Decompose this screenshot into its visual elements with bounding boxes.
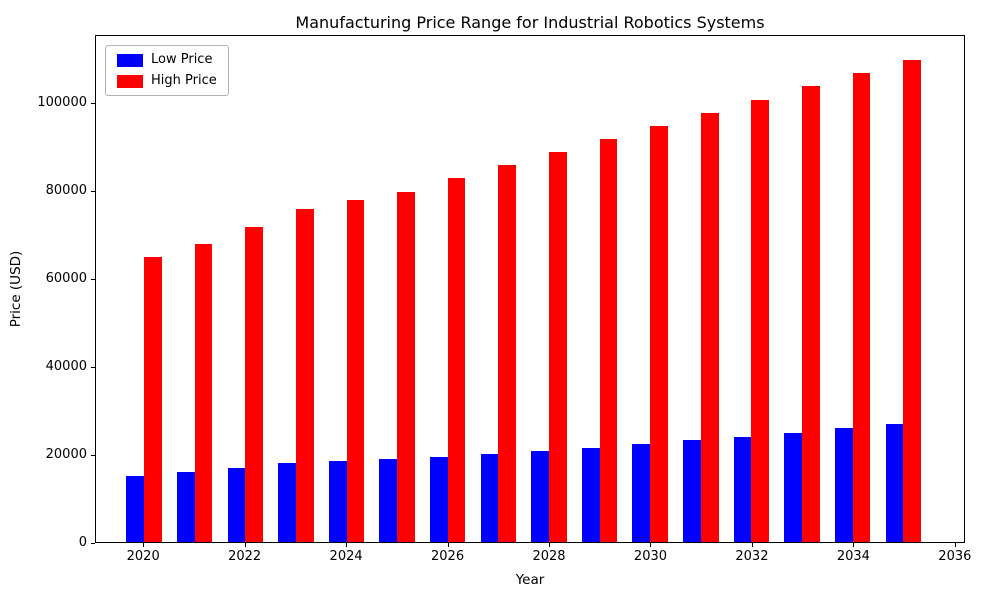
x-tick-label: 2036: [938, 549, 972, 564]
x-tick-mark: [954, 543, 956, 547]
legend-label: High Price: [151, 73, 217, 88]
x-tick-label: 2020: [126, 549, 160, 564]
bar-low-price-2027: [480, 454, 499, 542]
y-tick-mark: [91, 191, 95, 193]
bar-low-price-2028: [531, 450, 549, 542]
y-tick-label: 100000: [37, 95, 87, 111]
y-tick-mark: [91, 543, 95, 544]
bar-high-price-2030: [650, 125, 668, 542]
bar-high-price-2031: [700, 112, 719, 542]
bar-high-price-2023: [295, 209, 314, 542]
y-tick-label: 0: [78, 535, 87, 550]
bar-high-price-2021: [194, 244, 213, 542]
y-axis-label: Price (USD): [8, 250, 24, 328]
y-tick-mark: [91, 279, 95, 281]
x-tick-label: 2030: [633, 549, 668, 564]
legend-swatch-icon: [117, 53, 143, 67]
x-tick-mark: [853, 543, 855, 547]
bar-low-price-2026: [430, 456, 448, 542]
bar-low-price-2033: [784, 433, 803, 542]
bar-low-price-2023: [278, 463, 296, 542]
bar-low-price-2029: [581, 447, 600, 542]
bar-low-price-2020: [126, 476, 145, 542]
legend-entry: High Price: [117, 74, 217, 88]
x-tick-mark: [244, 543, 246, 547]
bar-high-price-2022: [245, 226, 263, 542]
chart-title: Manufacturing Price Range for Industrial…: [295, 13, 765, 32]
legend-swatch-icon: [117, 74, 143, 88]
x-tick-label: 2024: [329, 549, 363, 564]
bar-low-price-2025: [379, 458, 398, 542]
x-tick-mark: [751, 543, 753, 547]
bar-high-price-2020: [144, 257, 162, 542]
x-tick-mark: [650, 543, 652, 547]
x-tick-label: 2032: [735, 549, 769, 564]
legend: Low Price High Price: [105, 45, 229, 96]
x-tick-mark: [143, 543, 145, 547]
bar-high-price-2024: [346, 200, 365, 542]
bar-low-price-2030: [632, 444, 651, 542]
bar-high-price-2034: [852, 73, 871, 542]
y-tick-label: 60000: [45, 271, 87, 287]
x-tick-mark: [346, 543, 348, 547]
bar-low-price-2031: [683, 440, 701, 542]
bar-high-price-2028: [548, 152, 567, 542]
legend-label: Low Price: [151, 52, 213, 67]
bar-low-price-2032: [733, 436, 752, 542]
y-tick-mark: [91, 367, 95, 369]
y-tick-label: 80000: [45, 183, 87, 199]
bar-high-price-2035: [903, 60, 921, 542]
x-tick-label: 2026: [431, 549, 465, 564]
bar-low-price-2035: [885, 423, 904, 542]
x-tick-mark: [549, 543, 551, 547]
bar-high-price-2033: [802, 86, 820, 542]
x-tick-label: 2028: [532, 549, 566, 564]
y-tick-mark: [91, 455, 95, 457]
bar-high-price-2027: [498, 165, 517, 542]
bar-low-price-2021: [176, 471, 195, 542]
plot-area: Low Price High Price: [95, 35, 965, 543]
x-axis-label: Year: [515, 572, 545, 588]
bar-high-price-2032: [751, 99, 770, 542]
x-tick-mark: [447, 543, 449, 547]
x-tick-label: 2022: [228, 549, 262, 564]
y-tick-label: 20000: [45, 447, 87, 463]
bar-low-price-2034: [834, 428, 853, 542]
legend-entry: Low Price: [117, 53, 217, 67]
y-tick-mark: [91, 103, 95, 105]
bar-low-price-2024: [328, 460, 347, 542]
y-tick-label: 40000: [45, 359, 87, 375]
bar-high-price-2025: [397, 191, 415, 542]
bar-low-price-2022: [227, 467, 246, 542]
x-tick-label: 2034: [836, 549, 870, 564]
bar-high-price-2029: [599, 138, 618, 542]
bar-high-price-2026: [447, 178, 466, 542]
